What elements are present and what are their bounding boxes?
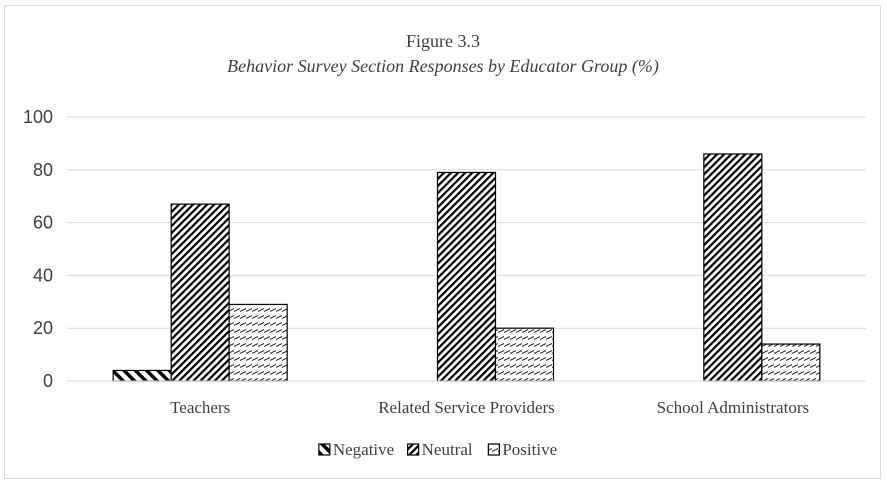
bars bbox=[112, 153, 821, 382]
legend-label: Positive bbox=[502, 440, 557, 459]
y-tick-label: 100 bbox=[23, 107, 53, 127]
legend-swatch bbox=[318, 443, 331, 456]
legend-item-positive: Positive bbox=[487, 440, 557, 459]
y-tick-label: 20 bbox=[33, 318, 53, 338]
x-category-label: Related Service Providers bbox=[378, 398, 555, 417]
bar-positive-3 bbox=[761, 343, 821, 382]
bar-negative-1 bbox=[112, 369, 172, 382]
legend-swatch bbox=[407, 443, 420, 456]
legend-label: Neutral bbox=[422, 440, 473, 459]
bar-positive-1 bbox=[228, 303, 288, 382]
chart-subtitle: Behavior Survey Section Responses by Edu… bbox=[227, 56, 659, 77]
legend-item-negative: Negative bbox=[318, 440, 394, 459]
y-tick-label: 60 bbox=[33, 213, 53, 233]
legend: Negative Neutral Positive bbox=[318, 440, 557, 459]
legend-label: Negative bbox=[333, 440, 394, 459]
bar-neutral-3 bbox=[703, 153, 763, 382]
y-tick-label: 0 bbox=[43, 371, 53, 391]
bar-neutral-2 bbox=[436, 171, 497, 382]
x-category-label: School Administrators bbox=[657, 398, 810, 417]
chart-title: Figure 3.3 bbox=[406, 31, 480, 51]
bar-neutral-1 bbox=[170, 203, 230, 382]
x-category-label: Teachers bbox=[170, 398, 230, 417]
y-axis-ticks: 0 20 40 60 80 100 bbox=[23, 107, 53, 391]
legend-item-neutral: Neutral bbox=[407, 440, 473, 459]
bar-positive-2 bbox=[494, 327, 555, 382]
legend-swatch bbox=[487, 443, 500, 456]
y-tick-label: 40 bbox=[33, 265, 53, 285]
y-tick-label: 80 bbox=[33, 160, 53, 180]
x-axis-labels: Teachers Related Service Providers School … bbox=[170, 398, 809, 417]
